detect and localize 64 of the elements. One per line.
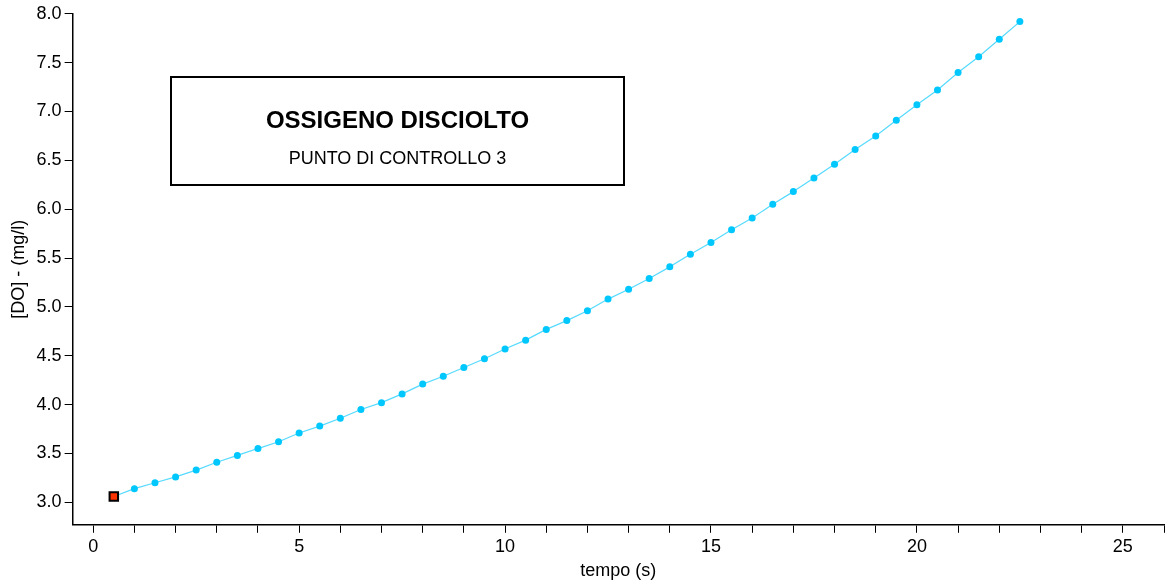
x-tick-label: 10 <box>495 535 516 556</box>
point <box>789 188 797 196</box>
point <box>501 345 509 353</box>
point <box>357 406 365 414</box>
point <box>686 250 694 258</box>
x-tick-label: 20 <box>906 535 927 556</box>
point <box>336 414 344 422</box>
point <box>913 101 921 109</box>
point <box>933 86 941 94</box>
point <box>583 307 591 315</box>
point <box>233 451 241 459</box>
point <box>254 445 262 453</box>
x-axis-title: tempo (s) <box>580 560 657 581</box>
point <box>831 160 839 168</box>
point <box>1016 18 1024 26</box>
y-tick-label: 3.5 <box>36 442 62 463</box>
point <box>213 458 221 466</box>
point <box>563 317 571 325</box>
point <box>810 174 818 182</box>
point <box>192 466 200 474</box>
x-tick-label: 25 <box>1112 535 1133 556</box>
point <box>439 372 447 380</box>
point <box>378 399 385 407</box>
x-tick-label: 15 <box>700 535 721 556</box>
y-tick-label: 3.0 <box>36 491 62 512</box>
point <box>151 479 159 487</box>
point <box>769 200 777 208</box>
point <box>872 132 880 140</box>
point <box>604 295 612 303</box>
y-tick-label: 6.0 <box>36 198 62 219</box>
point <box>172 473 180 481</box>
point <box>480 355 488 363</box>
point <box>645 275 653 283</box>
y-tick-label: 7.0 <box>36 100 62 121</box>
point <box>975 53 983 61</box>
point <box>419 380 427 388</box>
point <box>748 214 756 222</box>
y-tick-label: 5.5 <box>36 247 62 268</box>
point <box>625 285 633 293</box>
point <box>728 226 736 234</box>
point <box>851 146 859 154</box>
point <box>130 485 138 493</box>
point <box>954 68 962 76</box>
y-tick-label: 4.5 <box>36 344 62 365</box>
x-tick-label: 0 <box>88 535 99 556</box>
y-tick-label: 7.5 <box>36 51 62 72</box>
y-tick-label: 6.5 <box>36 149 62 170</box>
point <box>295 429 303 437</box>
y-tick-label: 4.0 <box>36 393 62 414</box>
point <box>995 35 1003 43</box>
point <box>666 263 674 271</box>
point <box>707 238 715 246</box>
point <box>542 325 550 333</box>
point <box>275 438 283 446</box>
point <box>522 336 530 344</box>
y-tick-label: 8.0 <box>36 2 62 23</box>
y-axis-title: [DO] - (mg/l) <box>7 219 28 319</box>
point <box>892 116 900 124</box>
point <box>316 422 324 430</box>
point <box>460 363 468 371</box>
x-tick-label: 5 <box>294 535 305 556</box>
y-tick-label: 5.0 <box>36 295 62 316</box>
point <box>398 390 406 398</box>
title-frame: OSSIGENO DISCIOLTO PUNTO DI CONTROLLO 3 <box>170 76 625 186</box>
